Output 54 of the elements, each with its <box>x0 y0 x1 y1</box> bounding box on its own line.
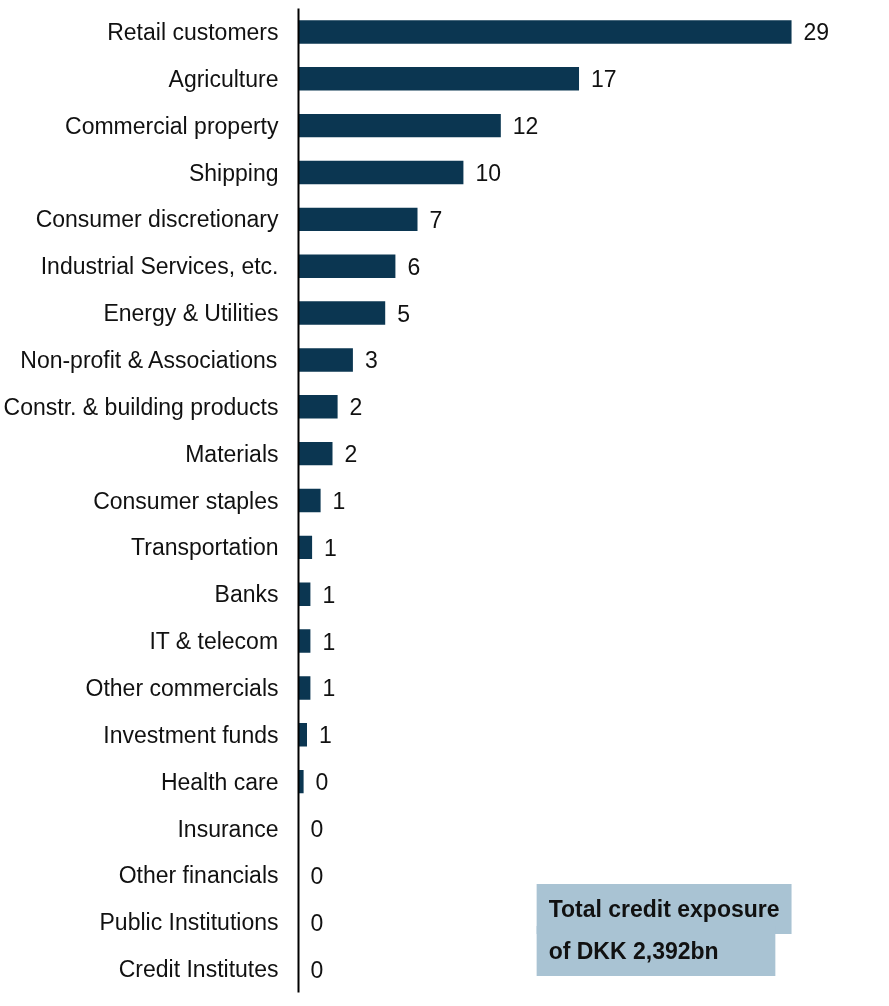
bar <box>298 67 580 91</box>
data-label: 6 <box>407 253 421 280</box>
y-tick-label: Health care <box>160 768 279 795</box>
y-tick-label: Banks <box>214 581 279 608</box>
y-tick-label: Other financials <box>118 862 279 889</box>
data-label: 2 <box>349 394 363 421</box>
data-label: 0 <box>315 769 329 796</box>
data-label: 1 <box>324 534 337 561</box>
y-tick-label: Other commercials <box>85 674 279 701</box>
data-label: 17 <box>591 66 617 93</box>
data-label: 29 <box>803 19 830 46</box>
data-label: 0 <box>310 816 324 842</box>
bar <box>298 348 353 372</box>
data-label: 5 <box>397 300 410 327</box>
data-label: 12 <box>512 113 539 140</box>
y-tick-label: Retail customers <box>107 18 279 45</box>
bar <box>298 301 386 325</box>
y-tick-label: Non-profit & Associations <box>20 346 278 373</box>
data-label: 0 <box>310 862 324 889</box>
y-tick-label: Credit Institutes <box>118 956 279 983</box>
data-label: 2 <box>344 441 358 468</box>
y-tick-label: Insurance <box>177 815 279 842</box>
y-tick-label: Transportation <box>131 534 279 561</box>
y-tick-label: Energy & Utilities <box>103 300 279 327</box>
data-label: 1 <box>319 722 332 749</box>
annotation: Total credit exposure of DKK 2,392bn <box>548 895 780 965</box>
y-tick-label: IT & telecom <box>149 628 279 655</box>
y-tick-label: Consumer staples <box>93 487 279 514</box>
y-tick-label: Materials <box>185 440 279 467</box>
y-tick-label: Constr. & building products <box>3 393 279 420</box>
data-label: 10 <box>475 160 502 186</box>
data-label: 7 <box>429 206 443 233</box>
bar <box>298 113 501 138</box>
data-label: 1 <box>322 675 336 702</box>
data-label: 1 <box>322 628 336 655</box>
y-tick-label: Industrial Services, etc. <box>40 253 279 280</box>
data-label: 0 <box>310 956 324 983</box>
bar <box>298 395 338 419</box>
y-tick-label: Agriculture <box>168 65 279 92</box>
y-tick-label: Commercial property <box>65 112 279 139</box>
bar <box>298 207 418 232</box>
y-tick-label: Shipping <box>188 159 279 186</box>
y-tick-label: Consumer discretionary <box>35 206 279 233</box>
data-label: 1 <box>332 488 346 514</box>
data-label: 1 <box>322 581 336 608</box>
bar <box>298 488 321 513</box>
bar <box>298 441 333 466</box>
data-label: 0 <box>310 909 324 936</box>
data-label: 3 <box>364 347 378 374</box>
bar <box>298 254 396 278</box>
bar <box>298 160 464 185</box>
y-tick-label: Public Institutions <box>99 909 279 936</box>
y-tick-label: Investment funds <box>103 721 279 748</box>
bar <box>298 20 792 44</box>
